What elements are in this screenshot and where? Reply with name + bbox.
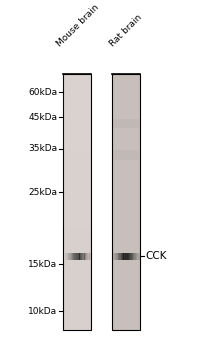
- Text: 10kDa: 10kDa: [28, 307, 57, 316]
- Bar: [117, 253, 119, 260]
- Bar: [119, 253, 120, 260]
- Bar: [138, 253, 139, 260]
- Bar: [70, 253, 72, 260]
- Bar: [63, 74, 91, 150]
- Bar: [113, 253, 115, 260]
- Bar: [128, 253, 130, 260]
- Bar: [115, 253, 116, 260]
- Bar: [124, 253, 126, 260]
- Bar: [63, 150, 91, 228]
- Bar: [116, 253, 117, 260]
- Bar: [137, 253, 138, 260]
- Bar: [86, 253, 88, 260]
- Bar: [127, 253, 128, 260]
- Text: Rat brain: Rat brain: [107, 13, 143, 49]
- Text: 15kDa: 15kDa: [28, 260, 57, 269]
- Bar: [81, 253, 83, 260]
- Bar: [74, 253, 75, 260]
- Bar: [135, 253, 137, 260]
- Bar: [73, 253, 74, 260]
- Bar: [84, 253, 85, 260]
- Bar: [75, 253, 77, 260]
- Bar: [65, 253, 66, 260]
- Text: Mouse brain: Mouse brain: [54, 3, 100, 49]
- Bar: [112, 119, 138, 128]
- Text: 35kDa: 35kDa: [28, 144, 57, 153]
- Bar: [80, 253, 82, 260]
- Bar: [66, 253, 68, 260]
- Text: CCK: CCK: [145, 251, 166, 261]
- Bar: [121, 253, 123, 260]
- Bar: [130, 253, 131, 260]
- Bar: [112, 150, 138, 160]
- Bar: [72, 253, 73, 260]
- FancyBboxPatch shape: [63, 74, 91, 330]
- Bar: [126, 253, 127, 260]
- Text: 60kDa: 60kDa: [28, 88, 57, 97]
- Bar: [88, 253, 89, 260]
- Bar: [85, 253, 87, 260]
- Bar: [131, 253, 133, 260]
- Bar: [120, 253, 122, 260]
- Bar: [132, 253, 134, 260]
- Bar: [89, 253, 90, 260]
- Bar: [134, 253, 135, 260]
- Bar: [69, 253, 70, 260]
- Bar: [77, 253, 78, 260]
- Bar: [123, 253, 124, 260]
- FancyBboxPatch shape: [111, 74, 139, 330]
- Bar: [79, 253, 80, 260]
- Bar: [83, 253, 84, 260]
- Bar: [78, 253, 79, 260]
- Bar: [68, 253, 69, 260]
- Text: 25kDa: 25kDa: [28, 188, 57, 197]
- Text: 45kDa: 45kDa: [28, 113, 57, 122]
- Bar: [112, 253, 113, 260]
